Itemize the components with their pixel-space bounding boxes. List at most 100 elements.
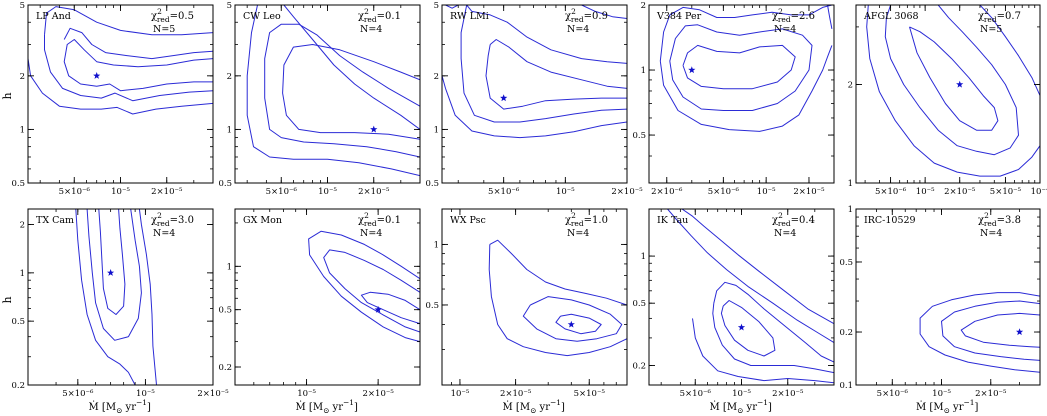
contour-line-1 (682, 44, 796, 90)
n-points-label: N=4 (980, 228, 1002, 239)
x-tick-label: 10⁻⁵ (297, 389, 316, 399)
best-fit-star-marker (370, 125, 378, 133)
n-points-label: N=4 (567, 24, 589, 35)
x-axis-label-exponent: −1 (343, 398, 354, 407)
x-axis-label-main: Ṁ [M (89, 401, 117, 413)
x-axis-label-unit: yr (329, 402, 343, 413)
contour-line-2 (941, 300, 1040, 361)
x-tick-label: 2×10⁻⁵ (500, 389, 532, 399)
panel-frame (27, 4, 214, 184)
y-tick-label: 1 (848, 205, 853, 215)
x-axis-label-end: ] (768, 402, 772, 413)
x-axis-label-main: Ṁ [M (296, 401, 324, 413)
x-tick-label: 5×10⁻⁵ (574, 389, 606, 399)
chi-subscript: red (571, 15, 584, 24)
panel-frame (648, 4, 835, 184)
x-tick-label: 2×10⁻⁵ (611, 187, 643, 197)
y-tick-label: 2 (434, 72, 439, 82)
contour-line-4 (283, 5, 420, 130)
chi-symbol: χ (358, 215, 364, 226)
best-fit-star-marker (1016, 328, 1024, 336)
contour-line-5 (30, 5, 32, 6)
x-tick-label: 5×10⁻⁶ (488, 187, 520, 197)
chi-subscript: red (984, 219, 997, 228)
chi2-red-label: χ2 red=1.0 (565, 211, 608, 228)
x-tick-label: 2×10⁻⁵ (944, 187, 976, 197)
chi-symbol: χ (151, 11, 157, 22)
chi2-red-value: =1.0 (584, 215, 608, 226)
chi-symbol: χ (978, 215, 984, 226)
best-fit-star-marker (688, 66, 696, 74)
chi2-red-value: =0.5 (170, 11, 194, 22)
x-axis-label-exponent: −1 (550, 398, 561, 407)
contour-lines (75, 209, 157, 385)
x-axis-label-end: ] (354, 402, 358, 413)
contour-line-3 (659, 5, 833, 62)
chi2-red-label: χ2 red=3.8 (978, 211, 1021, 228)
y-tick-label: 0.5 (218, 306, 232, 316)
y-tick-label: 0.2 (839, 328, 853, 338)
x-axis-label: Ṁ [M⊙ yr−1] (710, 398, 773, 415)
contour-line-1 (360, 291, 420, 325)
star-name-label: TX Cam (36, 215, 74, 226)
contour-lines (488, 239, 627, 357)
y-tick-label: 0.5 (11, 317, 25, 327)
y-tick-label: 1 (641, 66, 646, 76)
panel-frame (441, 208, 628, 386)
y-tick-label: 0.5 (632, 131, 646, 141)
y-tick-label: 0.2 (11, 381, 25, 391)
x-tick-label: 10⁻⁵ (757, 187, 776, 197)
x-tick-label: 5×10⁻⁶ (59, 187, 91, 197)
contour-line-6 (28, 58, 213, 115)
x-tick-label: 2×10⁻⁶ (651, 187, 683, 197)
contour-line-7 (581, 5, 627, 19)
chi-superscript: 2 (364, 7, 369, 16)
chi-symbol: χ (978, 11, 984, 22)
chi-superscript: 2 (778, 7, 783, 16)
x-tick-label: 2×10⁻⁵ (197, 389, 229, 399)
y-tick-label: 0.5 (425, 301, 439, 311)
x-tick-label: 2×10⁻⁵ (363, 389, 395, 399)
contour-lines (866, 5, 1040, 177)
star-name-label: AFGL 3068 (863, 11, 919, 22)
y-tick-label: 5 (434, 1, 439, 11)
n-points-label: N=4 (153, 228, 175, 239)
contour-line-3 (919, 292, 1040, 373)
contour-lines (246, 5, 420, 177)
chi2-red-label: χ2 red=0.1 (358, 211, 401, 228)
star-name-label: GX Mon (243, 215, 282, 226)
x-tick-label: 10⁻⁵ (451, 389, 470, 399)
contour-line-2 (323, 249, 420, 333)
y-tick-label: 0.5 (425, 179, 439, 189)
chi2-red-label: χ2 red=0.1 (358, 7, 401, 24)
contour-line-1 (98, 209, 126, 315)
x-tick-label: 10⁻⁵ (556, 187, 575, 197)
y-tick-label: 1 (434, 125, 439, 135)
contour-line-4 (44, 34, 213, 102)
chi-subscript: red (364, 15, 377, 24)
x-axis-label: Ṁ [M⊙ yr−1] (296, 398, 359, 415)
x-axis-label-end: ] (147, 402, 151, 413)
x-axis-label-main: Ṁ [M (916, 401, 944, 413)
panel-frame (855, 208, 1041, 386)
contour-line-5 (827, 5, 833, 29)
contour-line-5 (442, 75, 627, 139)
x-tick-label: 10⁻⁵ (111, 187, 130, 197)
contour-line-3 (466, 5, 627, 64)
chi2-red-value: =0.1 (377, 215, 401, 226)
chi2-red-value: =0.7 (997, 11, 1021, 22)
contour-lines (659, 5, 833, 132)
star-name-label: RW LMi (450, 11, 489, 22)
contour-lines (442, 5, 627, 139)
chi2-red-label: χ2 red=3.0 (151, 211, 194, 228)
chi2-red-value: =3.8 (997, 215, 1021, 226)
contour-line-1 (63, 27, 213, 60)
chi-symbol: χ (151, 215, 157, 226)
chi2-red-label: χ2 red=0.7 (978, 7, 1021, 24)
x-axis-label-main: Ṁ [M (503, 401, 531, 413)
n-points-label: N=4 (360, 24, 382, 35)
y-tick-label: 2 (848, 81, 853, 91)
